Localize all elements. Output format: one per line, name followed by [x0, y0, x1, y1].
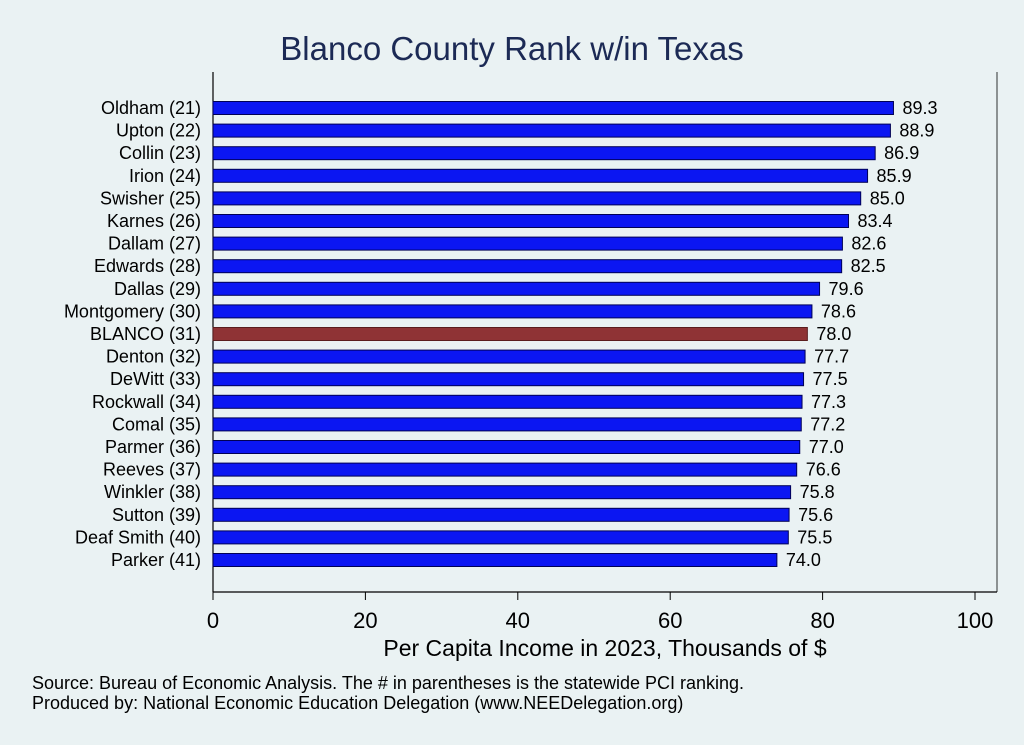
- x-tick-label: 80: [810, 608, 834, 633]
- value-label: 78.0: [816, 324, 851, 344]
- value-label: 82.6: [851, 234, 886, 254]
- value-label: 86.9: [884, 143, 919, 163]
- produced-by-note: Produced by: National Economic Education…: [32, 693, 683, 713]
- value-label: 88.9: [899, 121, 934, 141]
- x-axis-title: Per Capita Income in 2023, Thousands of …: [383, 635, 826, 661]
- bar: [212, 101, 894, 115]
- category-label: Winkler (38): [104, 482, 201, 502]
- x-ticks-group: 0 20 40 60 80 100: [207, 592, 993, 633]
- bar: [212, 507, 790, 522]
- category-label: Edwards (28): [94, 256, 201, 276]
- category-label: Swisher (25): [100, 188, 201, 208]
- value-label: 75.8: [800, 482, 835, 502]
- value-label: 77.0: [809, 437, 844, 457]
- chart-title: Blanco County Rank w/in Texas: [280, 30, 743, 67]
- category-label: Parmer (36): [105, 437, 201, 457]
- bar: [212, 123, 891, 138]
- value-label: 79.6: [829, 279, 864, 299]
- value-label: 75.6: [798, 505, 833, 525]
- value-label: 85.9: [877, 166, 912, 186]
- category-label: Oldham (21): [101, 98, 201, 118]
- bar: [212, 485, 792, 500]
- value-label: 82.5: [851, 256, 886, 276]
- category-label: Dallas (29): [114, 279, 201, 299]
- bar: [212, 281, 821, 296]
- category-label: Dallam (27): [108, 234, 201, 254]
- bar: [212, 349, 806, 364]
- category-label: Upton (22): [116, 121, 201, 141]
- category-label: Rockwall (34): [92, 392, 201, 412]
- category-label: Irion (24): [129, 166, 201, 186]
- category-label: DeWitt (33): [110, 369, 201, 389]
- bar: [212, 146, 876, 161]
- value-label: 77.5: [813, 369, 848, 389]
- category-label: BLANCO (31): [90, 324, 201, 344]
- value-label: 74.0: [786, 550, 821, 570]
- category-label: Reeves (37): [103, 460, 201, 480]
- bars-group: Oldham (21) 89.3 Upton (22) 88.9 Collin (23)…: [64, 98, 938, 570]
- bar: [212, 168, 869, 183]
- value-label: 77.2: [810, 414, 845, 434]
- x-tick-label: 20: [353, 608, 377, 633]
- bar: [212, 462, 798, 477]
- bar: [212, 214, 850, 228]
- source-note: Source: Bureau of Economic Analysis. The…: [32, 673, 744, 693]
- bar: [212, 440, 801, 454]
- value-label: 77.3: [811, 392, 846, 412]
- category-label: Comal (35): [112, 414, 201, 434]
- bar: [212, 372, 805, 387]
- value-label: 83.4: [858, 211, 893, 231]
- category-label: Parker (41): [111, 550, 201, 570]
- category-label: Karnes (26): [107, 211, 201, 231]
- x-tick-label: 0: [207, 608, 219, 633]
- x-tick-label: 100: [957, 608, 994, 633]
- value-label: 85.0: [870, 188, 905, 208]
- value-label: 89.3: [902, 98, 937, 118]
- category-label: Montgomery (30): [64, 301, 201, 321]
- category-label: Collin (23): [119, 143, 201, 163]
- value-label: 78.6: [821, 301, 856, 321]
- highlighted-bar: [212, 327, 808, 341]
- bar: [212, 553, 778, 567]
- bar: [212, 530, 789, 545]
- bar: [212, 191, 862, 206]
- category-label: Deaf Smith (40): [75, 527, 201, 547]
- bar: [212, 236, 843, 251]
- bar: [212, 394, 803, 409]
- bar: [212, 259, 843, 274]
- category-label: Denton (32): [106, 347, 201, 367]
- value-label: 77.7: [814, 347, 849, 367]
- value-label: 75.5: [797, 527, 832, 547]
- x-tick-label: 40: [506, 608, 530, 633]
- value-label: 76.6: [806, 460, 841, 480]
- bar: [212, 304, 813, 319]
- bar: [212, 417, 802, 432]
- category-label: Sutton (39): [112, 505, 201, 525]
- x-tick-label: 60: [658, 608, 682, 633]
